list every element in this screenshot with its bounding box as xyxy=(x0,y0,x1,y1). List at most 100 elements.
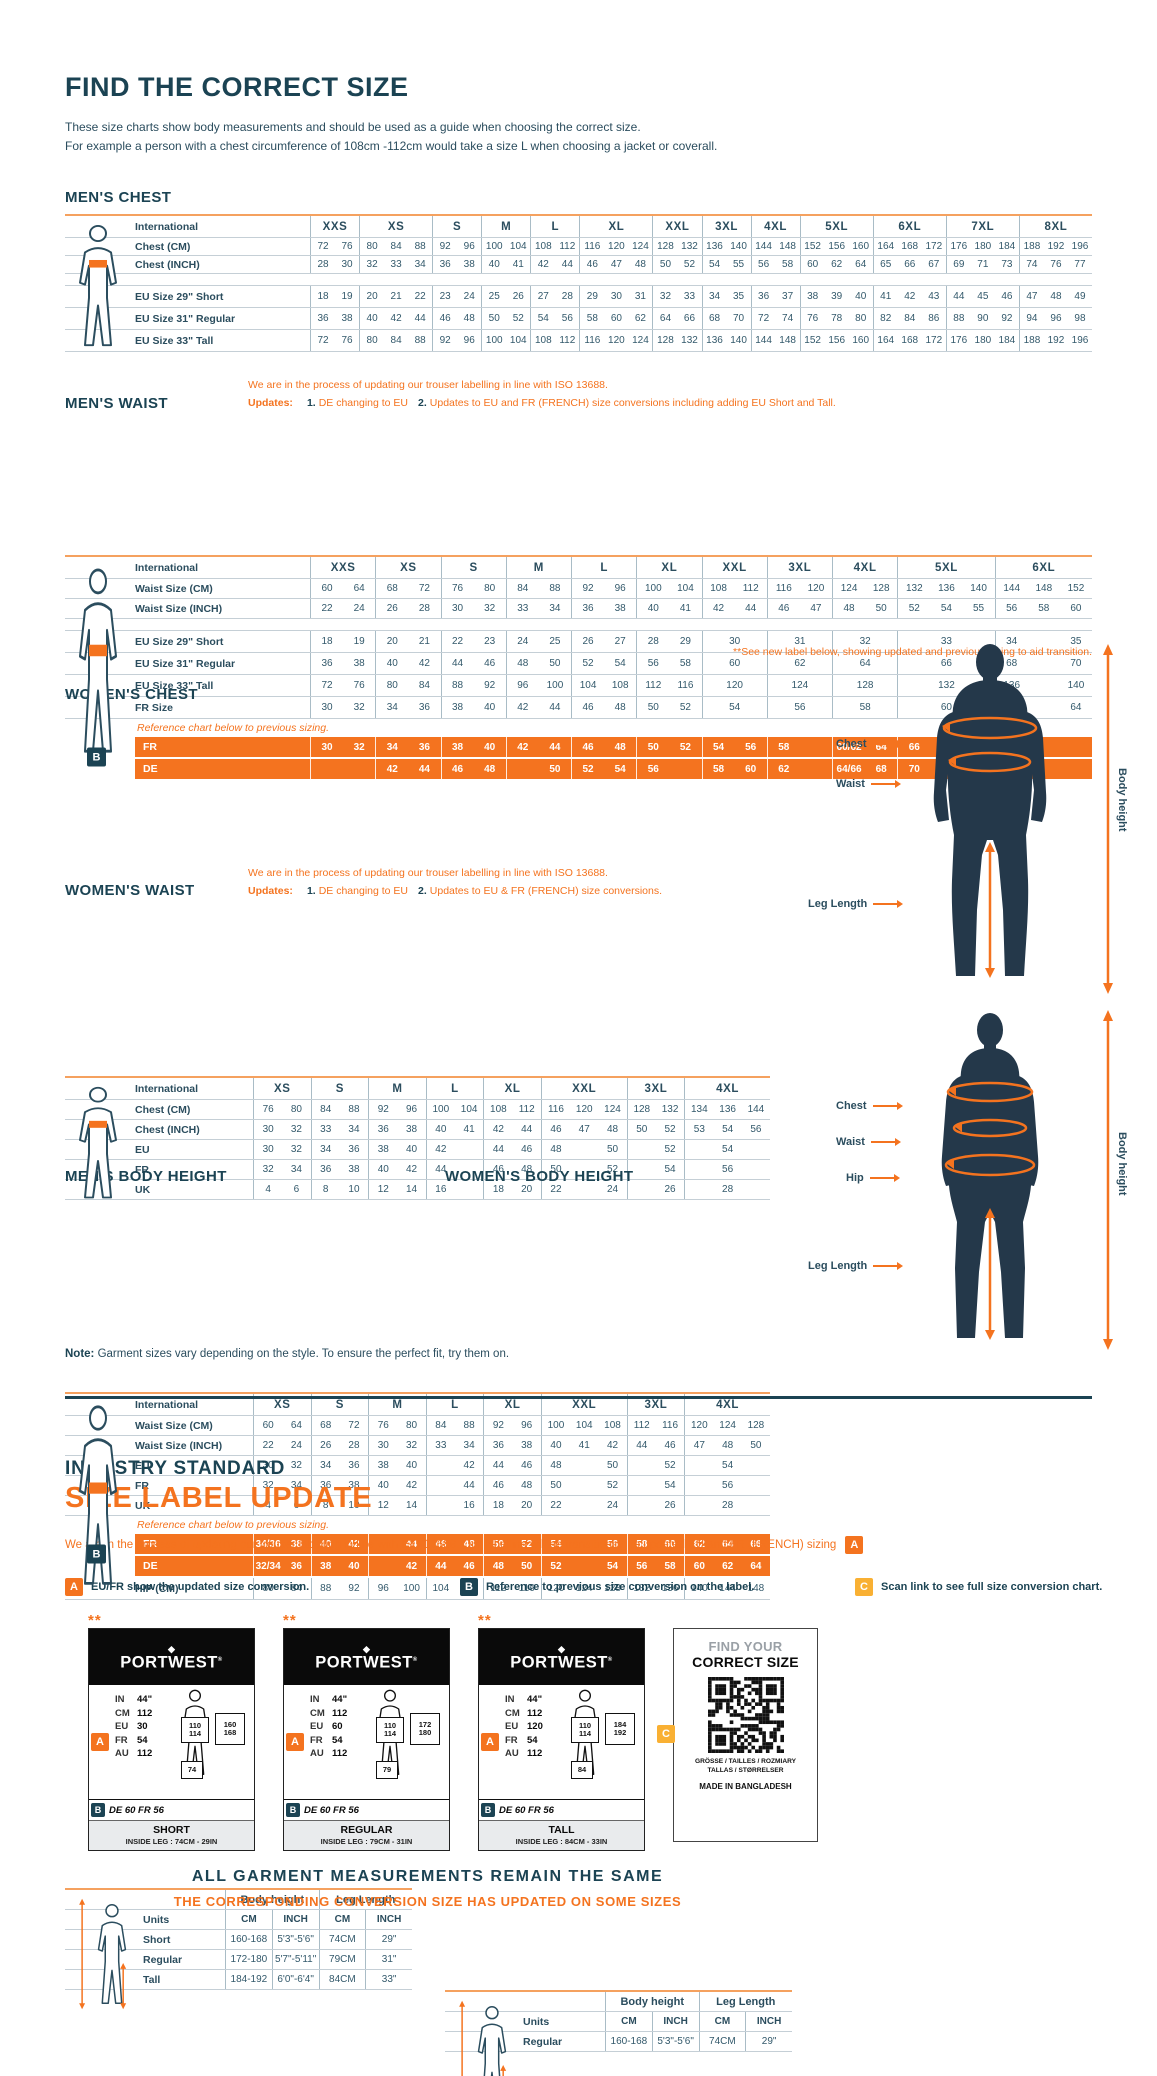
spec-value: 44" xyxy=(332,1694,348,1705)
size-value: 46 xyxy=(521,1460,533,1471)
legend-b-text: Reference to previous size conversion on… xyxy=(486,1581,755,1593)
size-value: 112 xyxy=(742,583,759,594)
size-label-card: ** ◆ PORTWEST® IN 44" CM 112 EU 120 FR 54 AU 112 110 1… xyxy=(478,1612,645,1851)
badge-c-icon: C xyxy=(657,1725,675,1743)
size-cell: 32/34 36 xyxy=(253,1556,311,1576)
size-value: 92 xyxy=(1001,313,1013,324)
size-value: 34 xyxy=(320,1460,332,1471)
size-value: 24 xyxy=(517,636,529,647)
size-value: 41 xyxy=(512,259,524,270)
size-value: 140 xyxy=(970,583,987,594)
size-value: 32 xyxy=(366,259,378,270)
mens-waist-title: MEN'S WAIST xyxy=(65,395,168,412)
figure-outline-icon xyxy=(79,568,117,753)
table-row: EU 30 32 34 36 38 40 42 44 46 48 50 52 54 xyxy=(65,1140,770,1160)
size-cell: 50 52 xyxy=(626,1120,685,1139)
size-cell: 100 104 xyxy=(636,579,701,598)
size-value: 46 xyxy=(1001,291,1013,302)
size-value: 65 xyxy=(880,259,892,270)
page-title: FIND THE CORRECT SIZE xyxy=(65,72,409,102)
size-value: 44 xyxy=(463,1480,475,1491)
spec-row: AU 112 xyxy=(115,1747,152,1761)
spec-value: 112 xyxy=(527,1748,543,1759)
size-value: 116 xyxy=(547,1104,564,1115)
leg-length-label: Leg Length xyxy=(808,898,904,910)
size-value: 29 xyxy=(586,291,598,302)
figure-outline-icon xyxy=(79,224,117,347)
size-value: 24 xyxy=(353,603,365,614)
size-value: 32 xyxy=(484,603,496,614)
bh-value: 74CM xyxy=(318,1930,366,1949)
size-value: 21 xyxy=(418,636,430,647)
size-value: 16 xyxy=(435,1184,447,1195)
size-value: 46 xyxy=(452,763,464,775)
size-value: 46 xyxy=(586,259,598,270)
size-value: 144 xyxy=(755,335,772,346)
size-value: 74 xyxy=(1026,259,1038,270)
size-value: 64 xyxy=(1070,702,1082,713)
size-cell: 42 44 xyxy=(483,1120,541,1139)
size-cell: 58 xyxy=(766,737,832,757)
size-value: 112 xyxy=(518,1104,535,1115)
size-column-header: S xyxy=(310,1078,369,1099)
size-cell: 94 96 98 xyxy=(1018,308,1092,329)
size-value: 30 xyxy=(610,291,622,302)
size-cell: 36 38 xyxy=(310,1476,369,1495)
size-value: 28 xyxy=(561,291,573,302)
size-cell: 52 xyxy=(626,1140,685,1159)
size-value: 76 xyxy=(262,1104,274,1115)
size-value: 188 xyxy=(1023,335,1041,346)
womens-waist-table: International XS S M L XL XXL 3XL 4XL Waist Size … xyxy=(65,1392,770,1600)
size-value: 28 xyxy=(722,1184,734,1195)
size-cell: 28 29 xyxy=(636,631,701,652)
spec-row: EU 60 xyxy=(310,1720,347,1734)
size-value: 64 xyxy=(875,741,887,753)
size-value: 47 xyxy=(810,603,822,614)
size-value: 73 xyxy=(1001,259,1013,270)
size-value: 46 xyxy=(439,313,451,324)
intro-line-1: These size charts show body measurements… xyxy=(65,120,641,134)
size-value: 47 xyxy=(1026,291,1038,302)
footer-line-2: THE CORRESPONDING CONVERSION SIZE HAS UP… xyxy=(173,1894,682,1909)
note-segment: 1. xyxy=(306,397,316,409)
spec-value: 60 xyxy=(332,1721,343,1732)
size-value: 58 xyxy=(679,658,691,669)
size-cell: 8 10 xyxy=(310,1180,369,1199)
bh-value: 6'0"-6'4" xyxy=(271,1970,319,1989)
size-value: 38 xyxy=(377,1460,389,1471)
units-label: Units xyxy=(523,2015,550,2028)
size-cell: 88 90 92 xyxy=(945,308,1019,329)
size-value: 80 xyxy=(386,680,398,691)
size-cell: 33 xyxy=(897,631,994,652)
size-value: 84 xyxy=(904,313,916,324)
size-value: 19 xyxy=(353,636,365,647)
iso-note-line: We are in the process of updating our tr… xyxy=(248,867,608,879)
spec-row: IN 44" xyxy=(115,1693,152,1707)
size-value: 36 xyxy=(582,603,594,614)
size-value: 44 xyxy=(521,1124,533,1135)
body-height-figure-icon xyxy=(447,2000,525,2076)
size-value: 54 xyxy=(664,1164,676,1175)
size-column-header: 4XL xyxy=(832,557,897,578)
size-value: 30 xyxy=(341,259,353,270)
leg-measure-box: 79 xyxy=(376,1761,398,1779)
spec-row: FR 54 xyxy=(505,1734,543,1748)
size-value: 88 xyxy=(414,335,426,346)
size-cell: 25 26 xyxy=(481,286,530,307)
size-value: 108 xyxy=(534,335,552,346)
size-value: 27 xyxy=(614,636,626,647)
size-value: 34 xyxy=(386,702,398,713)
waist-measure-box: 110 114 xyxy=(181,1717,209,1743)
size-cell: 42 44 xyxy=(375,759,440,779)
size-value: 40 xyxy=(377,1480,389,1491)
size-cell xyxy=(310,759,375,779)
size-value: 34 xyxy=(290,1480,302,1491)
spec-row: CM 112 xyxy=(310,1707,347,1721)
size-value: 148 xyxy=(747,1583,765,1594)
bh-value: 184-192 xyxy=(225,1970,272,1989)
size-value: 62 xyxy=(831,259,843,270)
size-column-header: L xyxy=(425,1078,484,1099)
size-value: 132 xyxy=(661,1104,679,1115)
